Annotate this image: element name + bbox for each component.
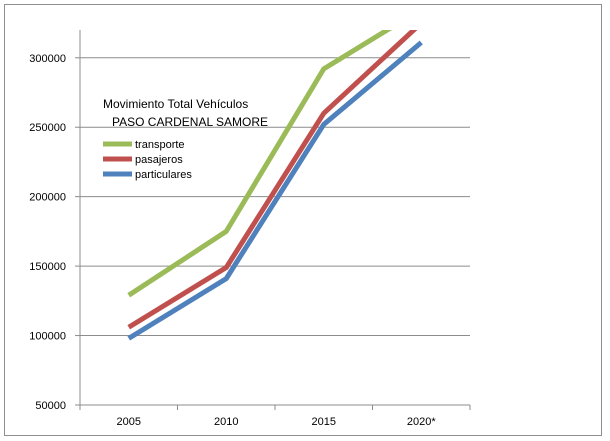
axes bbox=[75, 30, 471, 410]
legend-label-particulares: particulares bbox=[135, 169, 192, 181]
x-tick-label: 2020* bbox=[407, 416, 436, 428]
y-tick-label: 200000 bbox=[29, 192, 66, 204]
chart-title-line-2: PASO CARDENAL SAMORE bbox=[112, 115, 268, 129]
y-tick-label: 50000 bbox=[35, 400, 66, 412]
series-line-pasajeros bbox=[127, 30, 418, 330]
legend: transporte pasajeros particulares bbox=[103, 139, 192, 181]
series-lines bbox=[127, 30, 423, 341]
y-tick-label: 150000 bbox=[29, 261, 66, 273]
x-tick-label: 2005 bbox=[117, 416, 141, 428]
y-tick-label: 100000 bbox=[29, 331, 66, 343]
series-line-particulares bbox=[127, 40, 423, 341]
x-axis-tick-labels: 2005 2010 2015 2020* bbox=[117, 416, 437, 428]
chart-title-line-1: Movimiento Total Vehículos bbox=[103, 97, 248, 111]
x-tick-label: 2010 bbox=[214, 416, 238, 428]
y-axis-tick-labels: 50000 100000 150000 200000 250000 300000 bbox=[29, 53, 66, 412]
y-tick-label: 300000 bbox=[29, 53, 66, 65]
y-tick-label: 250000 bbox=[29, 122, 66, 134]
x-tick-label: 2015 bbox=[312, 416, 336, 428]
series-line-transporte bbox=[127, 30, 393, 298]
legend-label-pasajeros: pasajeros bbox=[135, 154, 183, 166]
legend-label-transporte: transporte bbox=[135, 139, 185, 151]
chart-frame bbox=[4, 4, 602, 436]
